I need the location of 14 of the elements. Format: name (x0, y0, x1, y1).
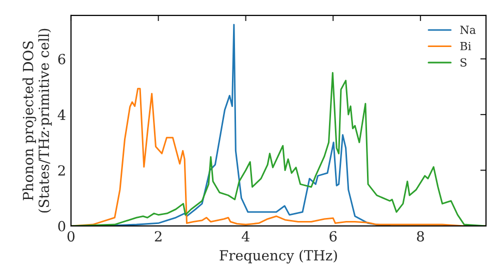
x-tick-label: 4 (242, 231, 250, 242)
y-tick-label: 2 (58, 165, 65, 176)
y-axis-title: Phonon projected DOS (States/THz·primitive cell) (22, 28, 52, 213)
x-tick-label: 2 (154, 231, 162, 242)
y-tick-label: 4 (58, 110, 66, 120)
x-tick-label: 8 (416, 231, 424, 242)
legend-label: Na (460, 26, 476, 34)
x-tick-label: 0 (67, 231, 74, 242)
y-tick-label: 6 (58, 54, 66, 64)
legend-label: Bi (460, 42, 472, 50)
y-tick-label: 0 (58, 220, 66, 232)
x-tick-label: 6 (330, 231, 337, 242)
legend-label: S (460, 58, 466, 67)
x-axis-title: Frequency (THz) (220, 250, 337, 264)
